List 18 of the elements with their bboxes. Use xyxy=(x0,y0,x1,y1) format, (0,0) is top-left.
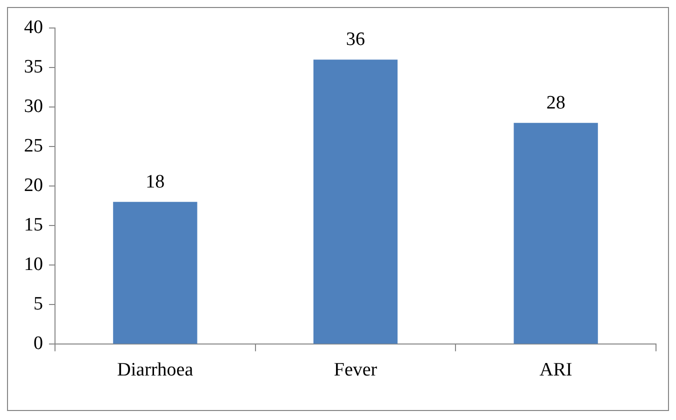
y-tick-label: 20 xyxy=(24,175,43,196)
bar xyxy=(313,60,398,344)
y-tick-label: 15 xyxy=(24,214,43,236)
bar xyxy=(514,122,598,344)
y-tick-label: 5 xyxy=(34,294,43,315)
y-tick-label: 35 xyxy=(24,56,43,78)
data-label: 18 xyxy=(146,171,165,192)
data-label: 28 xyxy=(546,92,566,114)
y-tick-label: 30 xyxy=(24,96,43,118)
y-tick-label: 0 xyxy=(34,333,43,354)
x-tick-label: Diarrhoea xyxy=(117,360,194,381)
bar xyxy=(113,202,198,344)
x-tick-label: Fever xyxy=(334,360,378,381)
y-tick-label: 40 xyxy=(24,16,43,38)
y-tick-label: 25 xyxy=(24,136,43,157)
data-label: 36 xyxy=(346,29,365,50)
x-tick-label: ARI xyxy=(539,360,572,381)
y-tick-label: 10 xyxy=(24,254,43,276)
